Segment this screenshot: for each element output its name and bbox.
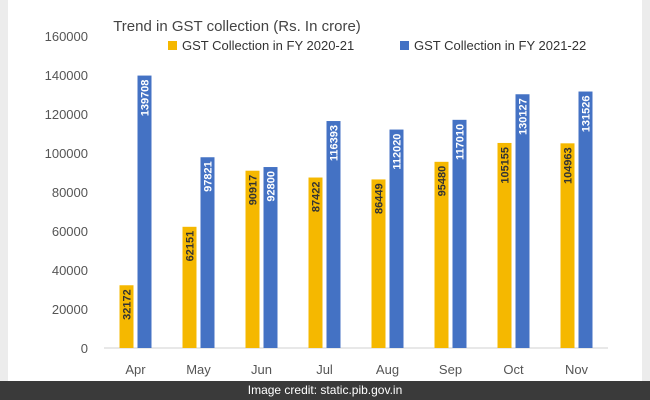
- data-label: 117010: [455, 124, 467, 160]
- bar-fy2021-22: [263, 167, 278, 348]
- chart-title: Trend in GST collection (Rs. In crore): [113, 18, 361, 35]
- y-tick-label: 140000: [45, 68, 88, 83]
- bar-fy2021-22: [137, 75, 152, 348]
- data-label: 116393: [329, 125, 341, 161]
- y-tick-label: 60000: [52, 224, 88, 239]
- data-label: 104963: [563, 147, 575, 184]
- legend-label: GST Collection in FY 2020-21: [182, 38, 354, 53]
- image-credit: Image credit: static.pib.gov.in: [0, 381, 650, 400]
- data-label: 62151: [185, 231, 197, 262]
- x-tick-label: Jun: [251, 362, 272, 377]
- bar-fy2020-21: [434, 161, 449, 348]
- data-label: 86449: [374, 183, 386, 214]
- x-axis: Apr May Jun Jul Aug Sep Oct Nov: [104, 347, 608, 377]
- x-tick-label: Oct: [503, 362, 524, 377]
- bar-fy2020-21: [497, 142, 512, 348]
- x-tick-label: Apr: [125, 362, 146, 377]
- y-tick-label: 100000: [45, 146, 88, 161]
- y-tick-label: 160000: [45, 29, 88, 44]
- bar-fy2020-21: [245, 170, 260, 348]
- gst-bar-chart: Trend in GST collection (Rs. In crore) 0…: [45, 18, 608, 377]
- bar-fy2020-21: [119, 285, 134, 348]
- bars-group: 32172 139708 62151 97821 90917 92800 87422 1163…: [119, 75, 593, 349]
- bar-fy2021-22: [326, 121, 341, 348]
- y-tick-label: 80000: [52, 185, 88, 200]
- y-tick-label: 120000: [45, 107, 88, 122]
- x-tick-label: Aug: [376, 362, 399, 377]
- bar-fy2021-22: [200, 157, 215, 348]
- legend: GST Collection in FY 2020-21 GST Collecti…: [168, 38, 586, 53]
- data-label: 92800: [266, 171, 278, 202]
- bar-fy2020-21: [560, 143, 575, 348]
- data-label: 95480: [437, 166, 449, 197]
- bar-fy2020-21: [308, 177, 323, 348]
- legend-label: GST Collection in FY 2021-22: [414, 38, 586, 53]
- data-label: 130127: [518, 98, 530, 135]
- data-label: 105155: [500, 147, 512, 184]
- x-tick-label: Nov: [565, 362, 589, 377]
- data-label: 90917: [248, 175, 260, 206]
- y-tick-label: 0: [81, 341, 88, 356]
- data-label: 87422: [311, 182, 323, 213]
- x-tick-label: Jul: [316, 362, 333, 377]
- bar-fy2020-21: [182, 226, 197, 348]
- x-tick-label: May: [186, 362, 211, 377]
- data-label: 112020: [392, 134, 404, 170]
- bar-fy2021-22: [578, 91, 593, 349]
- bar-fy2021-22: [389, 129, 404, 348]
- bar-fy2021-22: [515, 94, 530, 348]
- data-label: 97821: [203, 161, 215, 192]
- y-axis: 0 20000 40000 60000 80000 100000 120000 140000 1…: [45, 29, 88, 356]
- data-label: 32172: [122, 289, 134, 320]
- legend-swatch: [400, 41, 409, 50]
- data-label: 139708: [140, 80, 152, 117]
- legend-swatch: [168, 41, 177, 50]
- data-label: 131526: [581, 96, 593, 133]
- bar-fy2020-21: [371, 179, 386, 348]
- y-tick-label: 20000: [52, 302, 88, 317]
- bar-fy2021-22: [452, 119, 467, 348]
- y-tick-label: 40000: [52, 263, 88, 278]
- chart-panel: Trend in GST collection (Rs. In crore) 0…: [8, 0, 642, 381]
- x-tick-label: Sep: [439, 362, 462, 377]
